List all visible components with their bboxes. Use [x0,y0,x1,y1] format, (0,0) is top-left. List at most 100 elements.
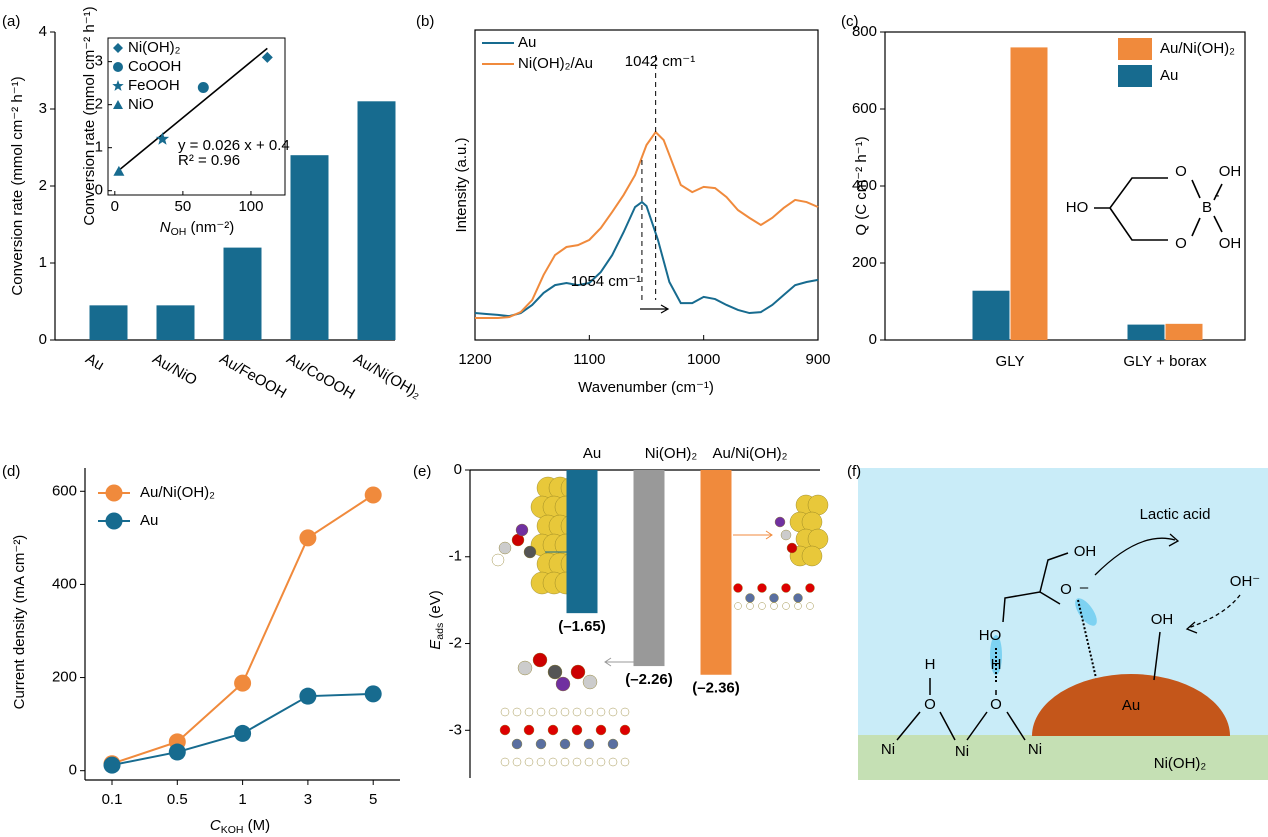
atom [548,707,558,717]
legend-label: CoOOH [128,58,181,75]
x-tick-label: 1000 [687,351,720,368]
atom [584,757,594,767]
legend-swatch [1118,38,1152,60]
x-tick-label: GLY + borax [1123,353,1207,370]
atom [547,724,559,736]
x-tick-label: Au/Ni(OH)₂ [713,445,788,462]
y-tick-label: 3 [39,100,47,117]
x-axis-label: CKOH (M) [210,817,270,836]
atom [780,529,792,541]
legend-label: FeOOH [128,77,180,94]
atom [595,724,607,736]
panel-label: (a) [2,13,20,30]
atom [500,707,510,717]
atom [584,707,594,717]
legend-swatch [105,512,123,530]
atom [608,707,618,717]
y-axis-label: Q (C cm⁻² h⁻¹) [853,136,870,235]
x-axis-label-part: C [210,817,221,834]
x-tick-label: Au [583,445,601,462]
y-axis-label-part: ads [434,623,446,640]
atom [570,664,586,680]
structure-label: O [1175,235,1187,252]
bar [972,290,1010,340]
panel-label: (c) [841,13,859,30]
atom [536,757,546,767]
atom [523,724,535,736]
atom [745,593,755,603]
annotation: 1042 cm⁻¹ [625,53,695,70]
x-tick-label: 900 [805,351,830,368]
y-tick-label: 600 [852,100,877,117]
x-axis-label-part: (M) [243,817,270,834]
atom [536,707,546,717]
y-tick-label: 800 [852,23,877,40]
value-label: (–1.65) [558,618,606,635]
y-axis-label: Current density (mA cm⁻²) [11,535,28,710]
h-bond-glow [990,635,1002,675]
y-tick-label: 4 [39,23,47,40]
legend-swatch [113,100,123,109]
bar [156,305,195,340]
legend-label: Au/Ni(OH)₂ [140,484,215,501]
y-tick-label: 0 [869,331,877,348]
atom [801,545,823,567]
atom [582,674,598,690]
atom [523,545,537,559]
shift-arrow [640,304,670,314]
legend-swatch [113,62,123,72]
x-axis-label: Wavenumber (cm⁻¹) [578,379,714,396]
label: OH [1151,611,1174,628]
structure-bonds [1094,177,1223,241]
atom [596,757,606,767]
atom [572,757,582,767]
y-tick-label: 1 [95,139,103,156]
bar [566,470,598,614]
legend-label: Au [1160,67,1178,84]
structure-label: OH [1219,235,1242,252]
legend-label: Au/Ni(OH)₂ [1160,40,1235,57]
atom [806,602,814,610]
bar [1127,324,1165,340]
x-tick-label: 0.5 [167,791,188,808]
label: Ni [881,741,895,758]
point [113,165,125,176]
glycerol-bonds [1002,552,1069,623]
atom [769,593,779,603]
point [197,81,209,93]
y-axis-label-part: E [427,639,444,650]
atom [511,738,523,750]
x-tick-label: Au/CoOOH [284,350,358,403]
legend-swatch [112,80,124,91]
y-axis-label: Intensity (a.u.) [453,137,470,232]
atom [805,583,815,593]
atom [733,583,743,593]
x-tick-label: 1200 [458,351,491,368]
point [234,674,252,692]
arrowhead [1185,621,1198,634]
label: Ni [1028,741,1042,758]
atom [500,757,510,767]
label: HO [979,627,1002,644]
value-label: (–2.36) [692,680,740,697]
label: Au [1122,697,1140,714]
structure-label: B [1202,199,1212,216]
atom [555,676,571,692]
x-tick-label: Ni(OH)₂ [645,445,698,462]
label: O [924,696,936,713]
bar [357,101,396,340]
structure-label: HO [1066,199,1089,216]
y-tick-label: -1 [449,548,462,565]
x-axis-label-part: KOH [221,824,244,836]
inset-x-label-part: (nm⁻²) [186,219,234,236]
atom [782,602,790,610]
annotation: 1054 cm⁻¹ [571,273,641,290]
atom [770,602,778,610]
x-tick-label: 3 [304,791,312,808]
panel-label: (b) [416,13,434,30]
atom [596,707,606,717]
bar [290,155,329,340]
atom [512,757,522,767]
legend-swatch [113,43,123,53]
y-axis-label: Conversion rate (mmol cm⁻² h⁻¹) [9,76,26,295]
